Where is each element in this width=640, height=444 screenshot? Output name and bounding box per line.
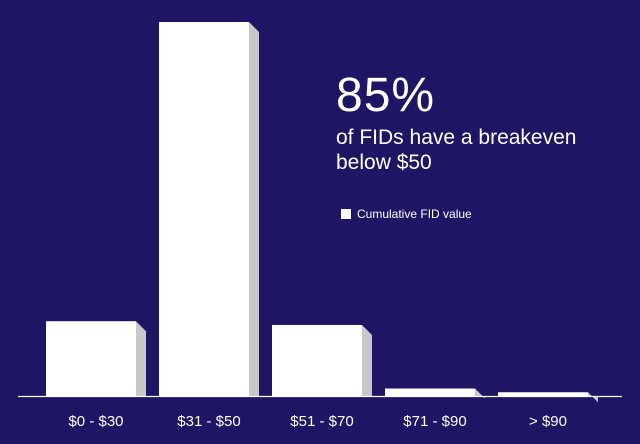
x-tick-label-51-70: $51 - $70 xyxy=(290,413,353,430)
bar-31-50 xyxy=(159,22,249,396)
bar-side-0-30 xyxy=(136,321,146,396)
x-tick-label-90: > $90 xyxy=(529,413,567,430)
x-tick-label-71-90: $71 - $90 xyxy=(403,413,466,430)
headline-description: of FIDs have a breakeven below $50 xyxy=(336,126,577,174)
tick-labels-layer: $0 - $30 $31 - $50 $51 - $70 $71 - $90 > $90 xyxy=(68,413,567,430)
bar-90 xyxy=(498,392,588,396)
bar-side-90 xyxy=(588,392,598,403)
x-tick-label-31-50: $31 - $50 xyxy=(177,413,240,430)
x-tick-label-0-30: $0 - $30 xyxy=(68,413,123,430)
bar-71-90 xyxy=(385,388,475,396)
legend-swatch xyxy=(341,209,351,219)
bar-0-30 xyxy=(46,321,136,396)
legend-label: Cumulative FID value xyxy=(357,207,472,221)
bar-51-70 xyxy=(272,324,362,396)
legend: Cumulative FID value xyxy=(341,207,472,221)
bars-layer xyxy=(46,22,598,403)
headline-percentage: 85% xyxy=(336,69,436,122)
bar-side-31-50 xyxy=(249,22,259,396)
bar-side-51-70 xyxy=(362,324,372,396)
